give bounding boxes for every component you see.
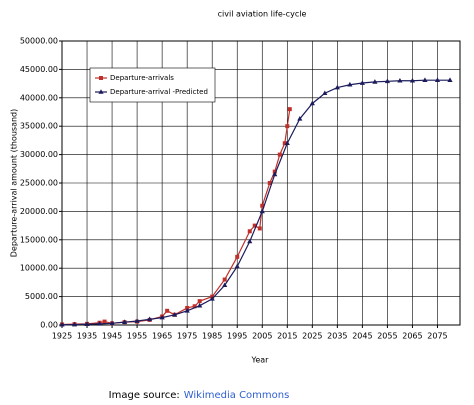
- data-point: [234, 263, 240, 269]
- data-point: [409, 77, 416, 83]
- data-point: [322, 90, 328, 96]
- data-point: [184, 308, 190, 313]
- x-tick-label: 1975: [177, 332, 197, 341]
- x-tick-label: 1965: [152, 332, 172, 341]
- y-tick-label: 50000.00: [20, 37, 58, 46]
- data-point: [267, 181, 272, 185]
- data-point: [222, 282, 228, 288]
- data-point: [197, 302, 203, 308]
- data-point: [447, 77, 453, 82]
- data-point: [247, 238, 253, 244]
- x-tick-label: 2025: [302, 332, 322, 341]
- x-tick-label: 1995: [227, 332, 247, 341]
- series-line: [61, 109, 291, 326]
- legend-label: Departure-arrival -Predicted: [110, 88, 208, 96]
- data-point: [287, 107, 292, 112]
- data-point: [59, 321, 65, 327]
- x-tick-label: 2055: [377, 332, 397, 341]
- data-point: [434, 77, 441, 82]
- data-point: [285, 124, 290, 129]
- data-point: [257, 226, 262, 231]
- x-tick-label: 1955: [127, 332, 147, 341]
- x-tick-label: 2035: [327, 332, 347, 341]
- y-tick-label: 10000.00: [20, 264, 58, 273]
- data-point: [172, 311, 178, 317]
- legend-label: Departure-arrivals: [110, 74, 174, 82]
- plot-frame: [61, 40, 461, 326]
- data-point: [359, 80, 365, 85]
- data-point: [247, 229, 252, 234]
- x-tick-label: 2075: [427, 332, 447, 341]
- data-point: [109, 320, 115, 326]
- data-point: [71, 321, 78, 327]
- y-tick-label: 0.00: [40, 321, 58, 330]
- y-tick-label: 40000.00: [20, 93, 58, 102]
- data-point: [297, 116, 303, 121]
- x-tick-label: 2045: [352, 332, 372, 341]
- data-point: [397, 77, 403, 83]
- data-point: [272, 171, 278, 177]
- y-tick-label: 20000.00: [20, 207, 58, 216]
- data-point: [422, 77, 428, 82]
- x-tick-label: 1945: [102, 332, 122, 341]
- data-point: [235, 254, 240, 259]
- legend-marker: [98, 89, 104, 94]
- data-point: [159, 314, 165, 320]
- data-point: [165, 308, 170, 313]
- data-point: [121, 319, 128, 324]
- data-point: [272, 169, 277, 174]
- y-tick-label: 35000.00: [20, 122, 58, 131]
- data-point: [197, 299, 202, 304]
- legend-marker: [99, 76, 103, 80]
- x-tick-label: 2005: [252, 332, 272, 341]
- data-point: [209, 296, 215, 301]
- y-tick-label: 25000.00: [20, 179, 58, 188]
- x-tick-label: 2065: [402, 332, 422, 341]
- series-line: [61, 79, 450, 326]
- data-point: [384, 78, 391, 84]
- data-point: [259, 208, 265, 214]
- x-tick-label: 1985: [202, 332, 222, 341]
- image-source: Image source: Wikimedia Commons: [109, 390, 290, 401]
- data-point: [309, 100, 315, 106]
- data-point: [347, 81, 353, 87]
- data-point: [277, 152, 282, 157]
- x-tick-label: 1935: [77, 332, 97, 341]
- y-tick-label: 15000.00: [20, 235, 58, 244]
- legend-box: [89, 67, 216, 103]
- data-point: [134, 318, 140, 323]
- data-point: [284, 140, 290, 146]
- data-point: [372, 79, 378, 84]
- source-prefix: Image source:: [109, 390, 180, 401]
- y-tick-label: 30000.00: [20, 150, 58, 159]
- x-tick-label: 1925: [52, 332, 72, 341]
- y-tick-label: 5000.00: [25, 292, 58, 301]
- data-point: [222, 277, 227, 282]
- data-point: [96, 321, 103, 326]
- x-tick-label: 2015: [277, 332, 297, 341]
- data-point: [185, 305, 190, 310]
- legend: Departure-arrivals Departure-arrival -Pre…: [89, 67, 216, 103]
- data-point: [84, 321, 90, 327]
- data-point: [192, 304, 197, 309]
- data-point: [334, 84, 340, 90]
- data-point: [260, 203, 265, 208]
- y-axis-label: Departure-arrival amount (thousand): [10, 109, 19, 258]
- data-point: [282, 141, 287, 146]
- data-point: [102, 319, 107, 324]
- y-tick-label: 45000.00: [20, 65, 58, 74]
- x-axis-label: Year: [251, 356, 270, 365]
- data-point: [147, 316, 153, 322]
- chart-title: civil aviation life-cycle: [218, 10, 307, 19]
- source-link[interactable]: Wikimedia Commons: [184, 390, 290, 401]
- data-point: [252, 223, 257, 228]
